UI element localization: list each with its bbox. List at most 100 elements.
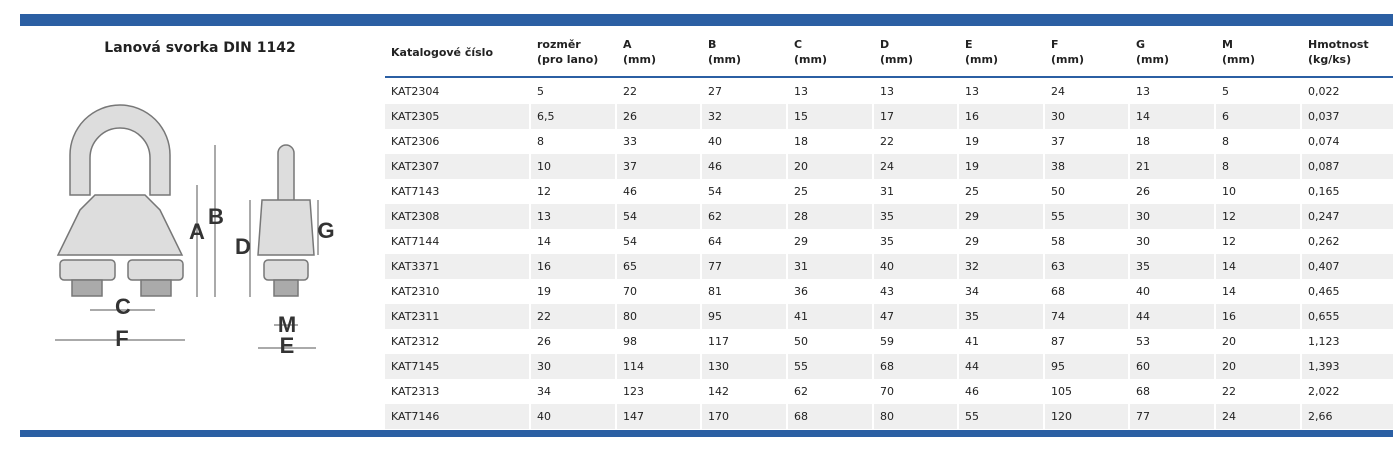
row-bg	[385, 79, 1393, 104]
table-cell: 80	[872, 404, 957, 429]
table-cell: 12	[1214, 229, 1300, 254]
table-cell: 25	[786, 179, 872, 204]
header-text: C	[794, 38, 803, 51]
table-cell: 68	[1128, 379, 1214, 404]
table-cell: 41	[957, 329, 1043, 354]
table-cell: 30	[529, 354, 615, 379]
header-cell: Hmotnost (kg/ks)	[1300, 28, 1393, 76]
table-cell: 28	[786, 204, 872, 229]
table-cell: 62	[786, 379, 872, 404]
table-cell: 8	[1214, 129, 1300, 154]
table-cell: KAT2307	[391, 160, 440, 173]
table-cell: KAT2304	[391, 85, 440, 98]
table-cell: 24	[1214, 404, 1300, 429]
row-bg	[385, 104, 1393, 129]
table-cell: 46	[957, 379, 1043, 404]
table-cell: KAT2306	[391, 135, 440, 148]
table-cell: 13	[786, 79, 872, 104]
table-cell: 19	[957, 154, 1043, 179]
header-cell: G (mm)	[1128, 28, 1214, 76]
table-cell: 123	[615, 379, 700, 404]
table-cell: 2,022	[1300, 379, 1393, 404]
table-cell: 12	[529, 179, 615, 204]
table-cell: 41	[786, 304, 872, 329]
table-cell: 38	[1043, 154, 1128, 179]
title: Lanová svorka DIN 1142	[104, 40, 296, 56]
table-cell: 0,655	[1300, 304, 1393, 329]
table-cell: 8	[529, 129, 615, 154]
header-text: D	[880, 38, 890, 51]
table-cell: 22	[615, 79, 700, 104]
table-cell: 35	[872, 204, 957, 229]
table-cell: 68	[872, 354, 957, 379]
row-bg	[385, 254, 1393, 279]
table-cell: 0,087	[1300, 154, 1393, 179]
table-cell: 13	[957, 79, 1043, 104]
table-cell: 21	[1128, 154, 1214, 179]
row-bg	[385, 179, 1393, 204]
header-cell: B (mm)	[700, 28, 786, 76]
row-bg	[385, 279, 1393, 304]
table-cell: 22	[529, 304, 615, 329]
table-cell: 25	[957, 179, 1043, 204]
table-cell: 10	[1214, 179, 1300, 204]
table-cell: 0,037	[1300, 104, 1393, 129]
header-text: (mm)	[623, 53, 656, 66]
table-cell: 105	[1043, 379, 1128, 404]
diagram-label: M	[278, 312, 296, 337]
diagram-label: D	[235, 234, 251, 259]
table-cell: 16	[1214, 304, 1300, 329]
table-cell: 16	[957, 104, 1043, 129]
header-text: rozměr	[537, 38, 581, 51]
table-cell: KAT7143	[391, 185, 440, 198]
row-bg	[385, 379, 1393, 404]
header-text: (mm)	[708, 53, 741, 66]
table-cell: 26	[529, 329, 615, 354]
table-cell: 20	[786, 154, 872, 179]
table-cell: 29	[786, 229, 872, 254]
table-cell: 43	[872, 279, 957, 304]
table-cell: 58	[1043, 229, 1128, 254]
header-text: G	[1136, 38, 1146, 51]
header-text: Hmotnost	[1308, 38, 1369, 51]
row-bg	[385, 404, 1393, 429]
table-cell: 1,393	[1300, 354, 1393, 379]
table-cell: 5	[1214, 79, 1300, 104]
table-cell: 87	[1043, 329, 1128, 354]
table-cell: 54	[615, 204, 700, 229]
table-cell: 55	[786, 354, 872, 379]
table-cell: 68	[786, 404, 872, 429]
table-cell: 60	[1128, 354, 1214, 379]
table-cell: 46	[700, 154, 786, 179]
table-cell: 5	[529, 79, 615, 104]
table-cell: 37	[1043, 129, 1128, 154]
header-text: (pro lano)	[537, 53, 599, 66]
table-cell: 130	[700, 354, 786, 379]
table-cell: 31	[786, 254, 872, 279]
table-cell: 24	[1043, 79, 1128, 104]
table-cell: 13	[872, 79, 957, 104]
table-cell: KAT3371	[391, 260, 440, 273]
table-cell: 37	[615, 154, 700, 179]
table-cell: 44	[1128, 304, 1214, 329]
table-cell: KAT2312	[391, 335, 440, 348]
header-cell: Katalogové číslo	[385, 28, 529, 76]
table-cell: 35	[957, 304, 1043, 329]
table-cell: 14	[529, 229, 615, 254]
header-text: (mm)	[794, 53, 827, 66]
bottom-bar	[20, 430, 1393, 437]
table-cell: 50	[786, 329, 872, 354]
header-cell: D (mm)	[872, 28, 957, 76]
table-cell: 117	[700, 329, 786, 354]
table-cell: 27	[700, 79, 786, 104]
table-cell: 120	[1043, 404, 1128, 429]
header-cell: M (mm)	[1214, 28, 1300, 76]
table-cell: 54	[700, 179, 786, 204]
table-cell: 34	[529, 379, 615, 404]
header-text: F	[1051, 38, 1059, 51]
table-cell: 33	[615, 129, 700, 154]
table-cell: 30	[1128, 204, 1214, 229]
table-cell: 29	[957, 229, 1043, 254]
row-bg	[385, 304, 1393, 329]
